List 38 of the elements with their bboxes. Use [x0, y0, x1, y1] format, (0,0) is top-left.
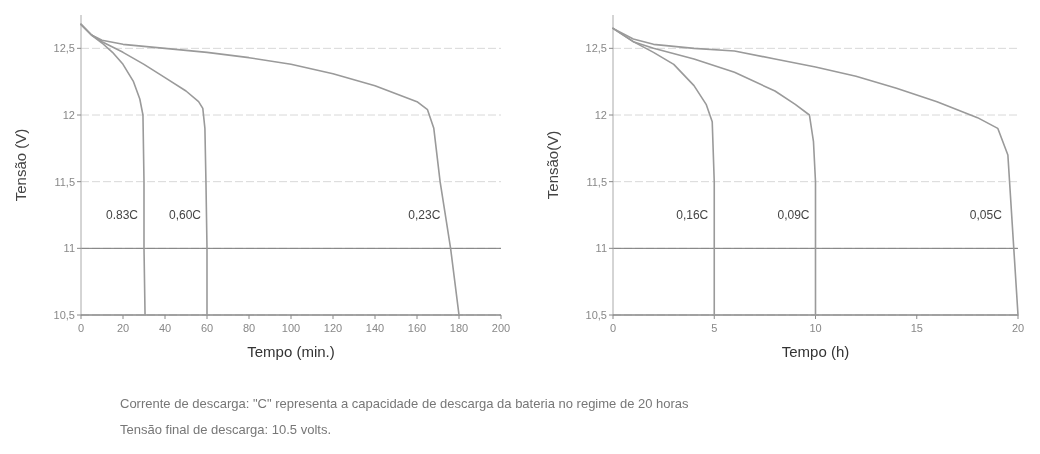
- x-tick-label: 20: [116, 322, 130, 334]
- x-axis-title: Tempo (min.): [247, 343, 335, 360]
- y-axis-title: Tensão (V): [12, 128, 29, 202]
- y-tick-label: 11: [63, 242, 75, 255]
- y-tick-label: 12: [62, 108, 75, 121]
- x-tick-label: 5: [711, 322, 718, 334]
- x-tick-label: 10: [809, 322, 822, 334]
- text: Corrente de descarga: "C" representa a capacidade de descarga da bateria no regime de 20 horas: [120, 396, 690, 411]
- y-axis-title: Tensão(V): [544, 130, 561, 200]
- x-tick-label: 140: [365, 322, 385, 334]
- y-tick-label: 12,5: [53, 42, 75, 55]
- series-label: 0,16C: [676, 208, 709, 222]
- x-tick-label: 60: [200, 322, 214, 334]
- y-tick-label: 11,5: [586, 175, 607, 188]
- x-tick-label: 80: [242, 322, 256, 334]
- x-tick-label: 180: [449, 322, 469, 334]
- series-label: 0,09C: [777, 208, 810, 222]
- x-tick-label: 100: [281, 322, 301, 334]
- y-tick-label: 12,5: [585, 42, 607, 55]
- x-axis-title: Tempo (h): [781, 343, 850, 360]
- series-label: 0,23C: [408, 208, 441, 222]
- y-tick-label: 10,5: [53, 308, 75, 321]
- x-tick-label: 40: [158, 322, 172, 334]
- series-label: 0,60C: [168, 208, 202, 222]
- y-tick-label: 12: [594, 108, 607, 121]
- x-tick-label: 200: [491, 322, 511, 334]
- x-tick-label: 160: [407, 322, 427, 334]
- y-tick-label: 11: [595, 242, 607, 255]
- x-tick-label: 15: [910, 322, 923, 334]
- x-tick-label: 0: [77, 322, 85, 334]
- series-label: 0.83C: [105, 208, 139, 222]
- x-tick-label: 120: [323, 322, 343, 334]
- y-tick-label: 10,5: [585, 308, 607, 321]
- x-tick-label: 0: [609, 322, 617, 334]
- text: Tensão final de descarga: 10.5 volts.: [120, 422, 332, 437]
- series-label: 0,05C: [969, 208, 1003, 222]
- y-tick-label: 11,5: [54, 175, 75, 188]
- x-tick-label: 20: [1011, 322, 1025, 334]
